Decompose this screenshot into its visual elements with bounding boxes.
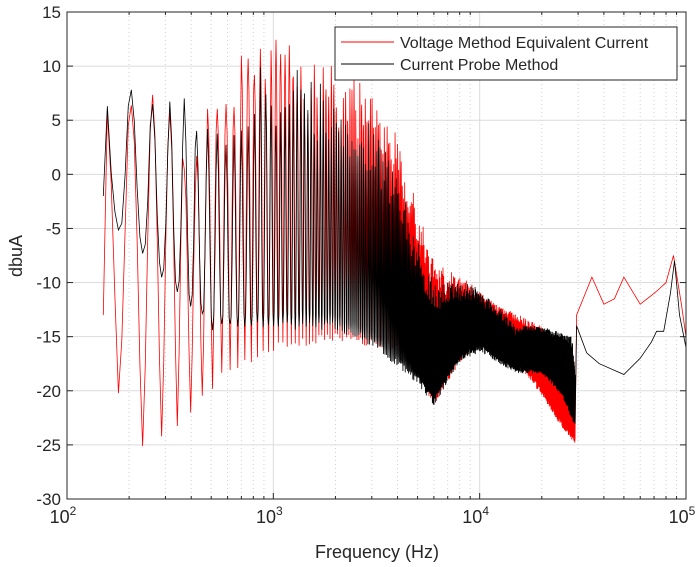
x-axis-label: Frequency (Hz) [315, 542, 439, 562]
y-tick-label: -5 [46, 219, 61, 238]
x-tick-exponent: 4 [482, 504, 489, 518]
x-tick-exponent: 3 [276, 504, 283, 518]
y-tick-label: 15 [42, 3, 61, 22]
x-tick-label: 104 [462, 504, 489, 527]
y-tick-label: -20 [36, 382, 61, 401]
y-tick-label: -25 [36, 436, 61, 455]
legend: Voltage Method Equivalent Current Curren… [334, 26, 678, 81]
y-tick-label: -15 [36, 328, 61, 347]
x-tick-label: 105 [669, 504, 696, 527]
x-tick-exponent: 2 [70, 504, 77, 518]
x-tick-label: 103 [256, 504, 283, 527]
y-axis-label: dbuA [6, 235, 26, 277]
y-tick-label: 5 [52, 111, 61, 130]
axes-frame [66, 11, 687, 500]
y-tick-label: -30 [36, 490, 61, 509]
legend-box [334, 26, 678, 81]
legend-label-voltage: Voltage Method Equivalent Current [400, 35, 649, 52]
legend-label-current: Current Probe Method [400, 57, 558, 74]
x-tick-exponent: 5 [689, 504, 696, 518]
y-tick-label: 0 [52, 165, 61, 184]
y-tick-label: 10 [42, 57, 61, 76]
series-line-current-probe [102, 67, 686, 424]
y-tick-label: -10 [36, 274, 61, 293]
plot-lines [102, 39, 686, 447]
